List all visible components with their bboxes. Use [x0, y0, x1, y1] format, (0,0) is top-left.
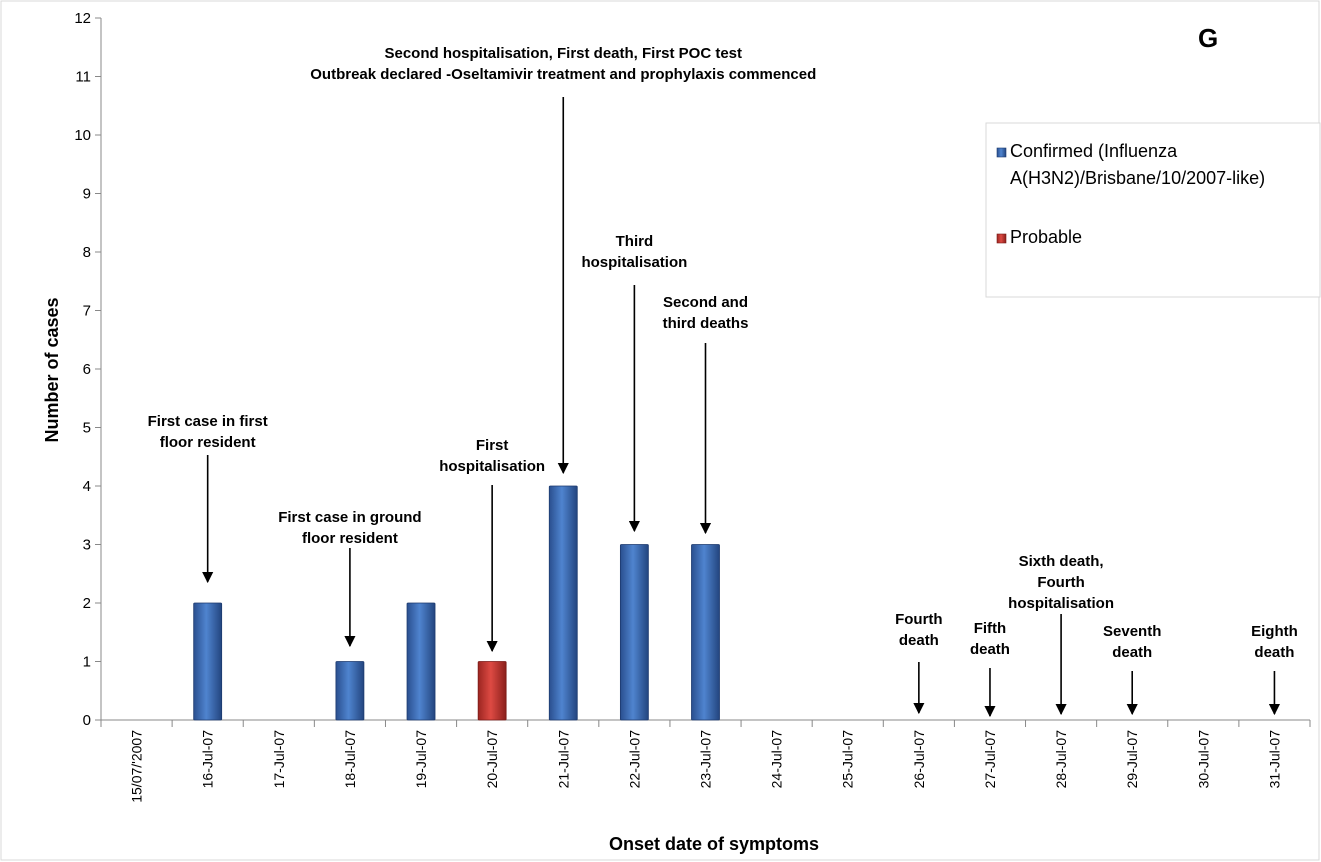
annotation: First case in first floor resident	[148, 413, 268, 584]
annotation-text: floor resident	[160, 434, 256, 451]
annotation-text: death	[899, 632, 939, 649]
annotation-text: hospitalisation	[1008, 595, 1114, 612]
legend-label-probable: Probable	[1010, 227, 1082, 247]
legend-label-confirmed: Confirmed (Influenza	[1010, 141, 1178, 161]
y-tick-label: 2	[83, 595, 91, 612]
annotation: First hospitalisation	[439, 437, 545, 653]
annotation-text: First case in first	[148, 413, 268, 430]
bars	[193, 485, 720, 721]
annotation-text: Second hospitalisation, First death, Fir…	[384, 45, 742, 62]
legend-label-confirmed: A(H3N2)/Brisbane/10/2007-like)	[1010, 168, 1265, 188]
y-tick-label: 9	[83, 186, 91, 203]
legend-swatch-probable	[996, 233, 1007, 244]
y-tick-label: 5	[83, 420, 91, 437]
annotation-text: Second and	[663, 294, 748, 311]
annotation-text: Sixth death,	[1019, 553, 1104, 570]
x-tick-label: 24-Jul-07	[769, 730, 785, 789]
bar-confirmed	[619, 544, 649, 721]
legend: Confirmed (Influenza A(H3N2)/Brisbane/10/…	[985, 122, 1321, 298]
x-tick-label: 15/07/'2007	[129, 730, 145, 803]
annotation-text: Fourth	[1037, 574, 1084, 591]
bar-confirmed	[548, 485, 578, 721]
y-tick-label: 3	[83, 537, 91, 554]
x-tick-label: 22-Jul-07	[626, 730, 642, 789]
x-tick-label: 17-Jul-07	[271, 730, 287, 789]
annotation: Third hospitalisation	[581, 233, 687, 533]
y-tick-label: 8	[83, 244, 91, 261]
annotation-text: First	[476, 437, 509, 454]
bar-confirmed	[406, 602, 436, 721]
y-tick-label: 7	[83, 303, 91, 320]
annotation: Eighth death	[1251, 623, 1298, 716]
bar-confirmed	[193, 602, 223, 721]
annotation: Fifth death	[970, 620, 1010, 718]
bar-confirmed	[335, 661, 365, 721]
annotation: Second hospitalisation, First death, Fir…	[310, 45, 816, 475]
annotation-text: Eighth	[1251, 623, 1298, 640]
bar-confirmed	[691, 544, 720, 721]
x-tick-label: 23-Jul-07	[698, 730, 714, 789]
y-tick-label: 11	[75, 69, 91, 86]
annotation-text: third deaths	[663, 315, 749, 332]
annotation-text: death	[1254, 644, 1294, 661]
annotation-text: Fourth	[895, 611, 942, 628]
x-axis-title: Onset date of symptoms	[609, 834, 819, 854]
y-axis-title: Number of cases	[42, 297, 62, 442]
x-tick-label: 21-Jul-07	[555, 730, 571, 789]
legend-box	[985, 122, 1321, 298]
annotation: Second and third deaths	[663, 294, 749, 535]
x-tick-label: 16-Jul-07	[200, 730, 216, 789]
annotation-text: Fifth	[974, 620, 1006, 637]
annotation-text: First case in ground	[278, 509, 421, 526]
annotation-text: death	[1112, 644, 1152, 661]
annotation-text: Outbreak declared -Oseltamivir treatment…	[310, 66, 816, 83]
panel-label: G	[1198, 23, 1218, 53]
y-tick-label: 6	[83, 361, 91, 378]
x-axis: 15/07/'2007 16-Jul-07 17-Jul-07 18-Jul-07 19…	[100, 719, 1311, 803]
y-tick-label: 12	[74, 10, 91, 27]
x-tick-label: 20-Jul-07	[484, 730, 500, 789]
y-tick-label: 10	[74, 127, 91, 144]
x-tick-label: 26-Jul-07	[911, 730, 927, 789]
annotation: Seventh death	[1103, 623, 1161, 716]
annotation: Fourth death	[895, 611, 943, 715]
x-tick-label: 31-Jul-07	[1266, 730, 1282, 789]
annotation: Sixth death, Fourth hospitalisation	[1008, 553, 1114, 716]
x-tick-label: 27-Jul-07	[982, 730, 998, 789]
bar-probable	[477, 661, 507, 721]
x-tick-label: 18-Jul-07	[342, 730, 358, 789]
x-tick-label: 25-Jul-07	[840, 730, 856, 789]
annotation-text: floor resident	[302, 530, 398, 547]
annotation: First case in ground floor resident	[278, 509, 422, 648]
x-tick-label: 19-Jul-07	[413, 730, 429, 789]
annotation-text: hospitalisation	[581, 254, 687, 271]
y-tick-label: 0	[83, 712, 91, 729]
x-tick-label: 28-Jul-07	[1053, 730, 1069, 789]
annotation-text: death	[970, 641, 1010, 658]
legend-swatch-confirmed	[996, 147, 1007, 158]
x-tick-label: 30-Jul-07	[1195, 730, 1211, 789]
y-tick-label: 1	[83, 654, 91, 671]
x-tick-label: 29-Jul-07	[1124, 730, 1140, 789]
annotation-text: Third	[616, 233, 654, 250]
y-tick-label: 4	[83, 478, 91, 495]
annotation-text: hospitalisation	[439, 458, 545, 475]
annotation-text: Seventh	[1103, 623, 1161, 640]
